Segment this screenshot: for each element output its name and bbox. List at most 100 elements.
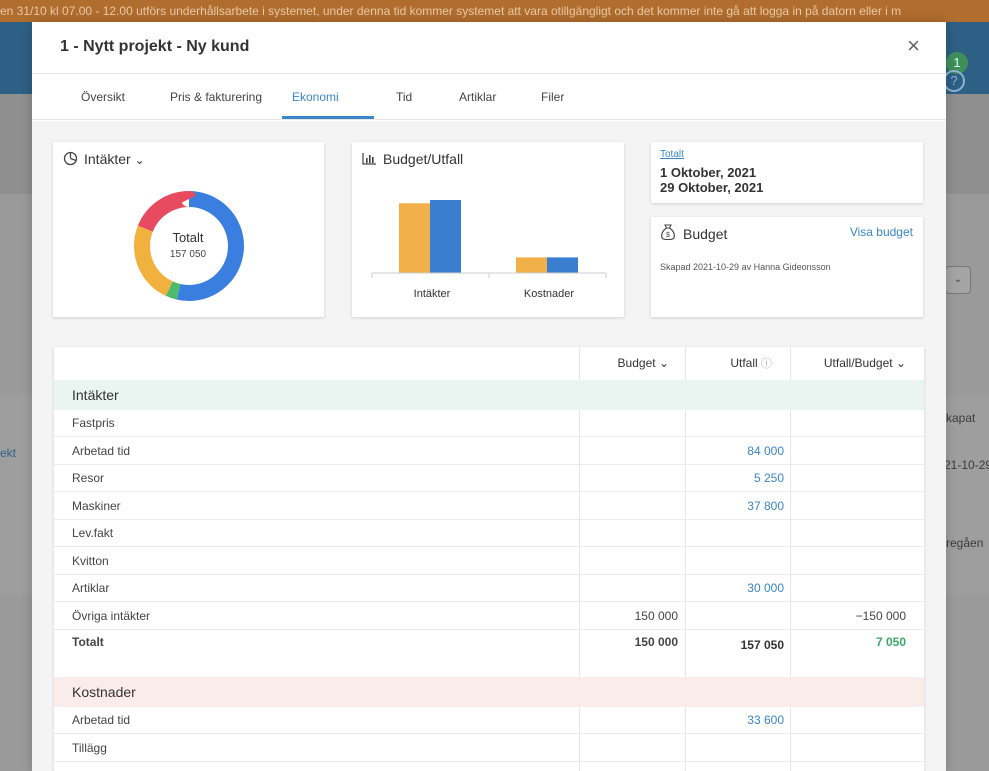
income-section-header: Intäkter [54,380,924,410]
bar[interactable] [547,257,578,273]
maintenance-banner: en 31/10 kl 07.00 - 12.00 utförs underhå… [0,0,989,22]
table-row: Fastpris [54,410,924,437]
modal-header: 1 - Nytt projekt - Ny kund × [32,22,946,74]
bar-category-label: Kostnader [523,288,575,300]
project-modal: 1 - Nytt projekt - Ny kund × Översikt Pr… [32,22,946,771]
total-budget: 150 000 [634,635,678,649]
chevron-down-icon: ⌄ [895,356,906,370]
close-icon[interactable]: × [907,33,920,58]
bg-column-header: kapat [946,411,976,425]
row-label: Tillägg [72,740,107,755]
active-tab-indicator [282,116,374,119]
row-label: Artiklar [72,581,110,595]
column-header-label: Budget [617,356,656,370]
show-budget-link[interactable]: Visa budget [849,225,913,239]
column-header-label: Utfall [730,356,758,370]
column-header-ratio[interactable]: Utfall/Budget ⌄ [790,347,924,380]
tab-artiklar[interactable]: Artiklar [459,90,497,104]
table-row: Maskiner 37 800 [54,493,924,520]
donut-center-value: 157 050 [169,249,207,260]
tab-oversikt[interactable]: Översikt [81,90,126,104]
bg-row-text: regåen [946,536,984,550]
tab-ekonomi[interactable]: Ekonomi [292,90,339,104]
row-ratio: −150 000 [855,608,906,623]
economy-content: Intäkter ⌄ Totalt 157 050 Budget/Utfall … [32,121,946,771]
help-icon[interactable]: ? [943,70,965,92]
income-total-row: Totalt 150 000 157 050 7 050 [54,627,924,663]
column-divider [579,347,580,771]
bg-row-link[interactable]: ekt [0,446,17,460]
total-ratio: 7 050 [875,635,906,649]
bar[interactable] [430,200,461,273]
column-divider [790,347,791,771]
table-row: Övriga intäkter 150 000 −150 000 [54,603,924,630]
notification-badge[interactable]: 1 [946,52,968,74]
income-card-title[interactable]: Intäkter ⌄ [84,151,145,167]
tab-pris-fakturering[interactable]: Pris & fakturering [170,90,263,104]
economy-table: Budget ⌄ Utfall ⓘ Utfall/Budget ⌄ Intäkt… [54,347,924,771]
chevron-down-icon: ⌄ [134,153,145,167]
period-start: 1 Oktober, 2021 [660,165,757,180]
column-header-outcome: Utfall ⓘ [685,347,790,380]
donut-center-title: Totalt [172,230,204,245]
table-row: Arbetad tid 84 000 [54,438,924,465]
row-actual[interactable]: 33 600 [747,713,784,727]
column-header-budget[interactable]: Budget ⌄ [579,347,685,380]
tab-bar: Översikt Pris & fakturering Ekonomi Tid … [32,74,946,120]
table-row: Artiklar 30 000 [54,575,924,602]
budget-outcome-card: Budget/Utfall Intäkter Kostnader [352,142,624,317]
row-actual[interactable]: 84 000 [747,443,784,458]
row-label: Arbetad tid [72,713,131,727]
svg-text:$: $ [666,232,670,239]
row-label: Resor [72,471,105,485]
table-row: Kvitton [54,548,924,575]
income-card: Intäkter ⌄ Totalt 157 050 [53,142,324,317]
total-label: Totalt [72,635,104,649]
table-row: Lev.fakt [54,520,924,547]
pie-chart-icon [63,151,78,171]
table-row: Arbetad tid 33 600 [54,707,924,734]
donut-slice[interactable] [134,191,244,301]
column-header-label: Utfall/Budget [823,356,893,370]
budget-info-card: $ Budget Visa budget Skapad 2021-10-29 a… [651,217,923,317]
donut-slice[interactable] [134,191,244,301]
bar-category-label: Intäkter [413,288,451,300]
info-icon[interactable]: ⓘ [761,358,772,370]
period-card: Totalt 1 Oktober, 2021 29 Oktober, 2021 [651,142,923,203]
bar[interactable] [399,203,430,273]
income-title-text: Intäkter [84,151,131,167]
tab-filer[interactable]: Filer [541,90,565,104]
tab-tid[interactable]: Tid [396,90,413,104]
cost-section-header: Kostnader [54,677,924,707]
row-label: Fastpris [72,416,115,430]
row-actual[interactable]: 30 000 [747,581,784,595]
modal-title: 1 - Nytt projekt - Ny kund [60,38,250,55]
row-budget: 150 000 [634,608,678,623]
section-title: Kostnader [72,684,136,700]
income-donut-chart [134,191,244,301]
bg-row-date: 21-10-29 [944,458,989,472]
budget-outcome-title: Budget/Utfall [383,151,464,167]
chevron-down-icon[interactable]: ⌄ [945,266,971,294]
bar[interactable] [516,257,547,273]
budget-outcome-bar-chart [371,200,607,278]
budget-info-title: Budget [683,226,728,242]
row-label: Lev.fakt [72,526,114,540]
table-row: Resor 5 250 [54,465,924,492]
period-end: 29 Oktober, 2021 [660,180,764,195]
row-label: Kvitton [72,553,109,568]
chevron-down-icon: ⌄ [658,356,669,370]
budget-created-text: Skapad 2021-10-29 av Hanna Gideonsson [660,262,831,272]
row-label: Arbetad tid [72,443,131,458]
period-link[interactable]: Totalt [660,149,684,160]
row-actual[interactable]: 5 250 [753,471,784,485]
column-divider [685,347,686,771]
row-actual[interactable]: 37 800 [747,498,784,513]
total-actual: 157 050 [740,638,784,652]
money-bag-icon: $ [660,224,676,246]
row-label: Maskiner [72,498,121,513]
table-row: Tillägg [54,735,924,762]
bar-chart-icon [362,152,377,170]
section-title: Intäkter [72,387,119,403]
row-label: Övriga intäkter [72,608,151,623]
